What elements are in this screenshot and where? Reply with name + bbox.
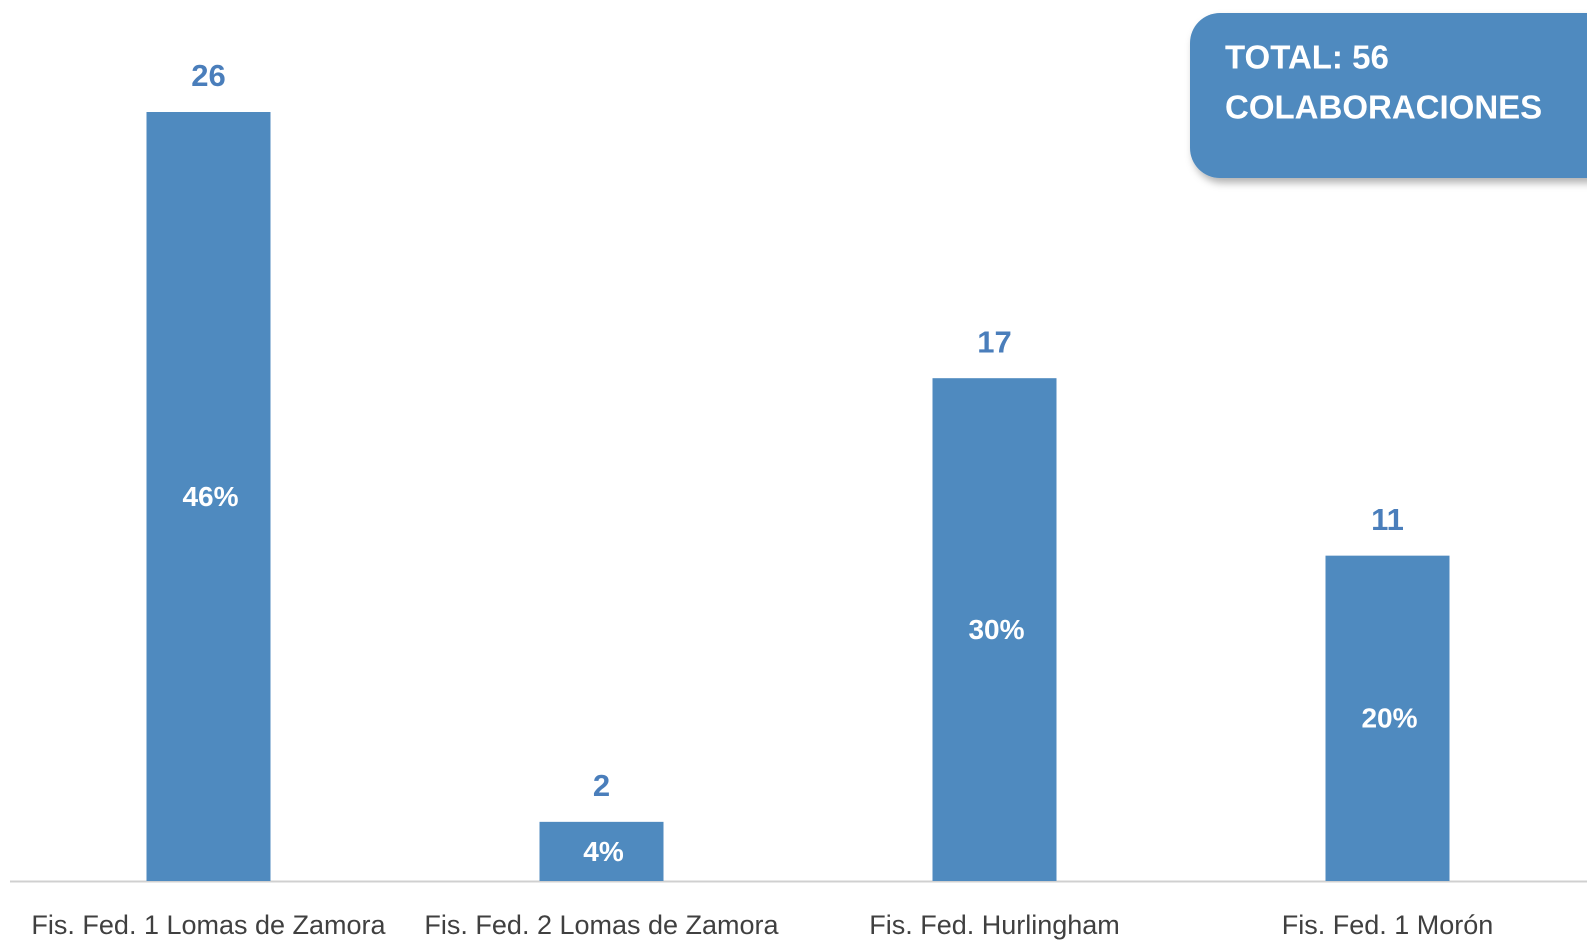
percent-label: 4% [583, 836, 624, 867]
bar [539, 821, 664, 881]
x-tick-label: Fis. Fed. 1 Lomas de Zamora [31, 910, 386, 940]
value-label: 26 [191, 58, 225, 93]
total-box [1190, 13, 1587, 178]
percent-label: 20% [1361, 703, 1417, 734]
x-tick-label: Fis. Fed. 2 Lomas de Zamora [424, 910, 779, 940]
annotation: COLABORACIONES [1225, 89, 1542, 126]
value-label: 17 [977, 324, 1011, 359]
x-tick-label: Fis. Fed. Hurlingham [869, 910, 1120, 940]
value-label: 2 [593, 768, 610, 803]
bar [1325, 555, 1450, 881]
value-label: 11 [1371, 502, 1404, 537]
bar [932, 378, 1057, 881]
percent-label: 46% [182, 481, 238, 512]
percent-label: 30% [968, 614, 1024, 645]
annotation: TOTAL: 56 [1225, 39, 1389, 76]
bar [146, 112, 271, 881]
x-tick-label: Fis. Fed. 1 Morón [1282, 910, 1494, 940]
